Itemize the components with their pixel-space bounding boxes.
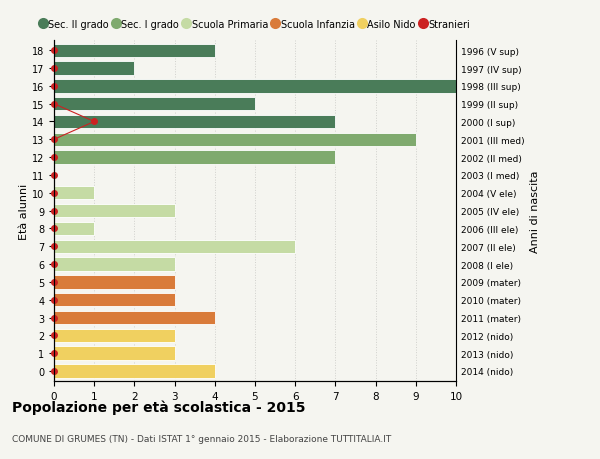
Y-axis label: Anni di nascita: Anni di nascita (530, 170, 540, 252)
Bar (54, 116, 335, 129)
Bar (54, 258, 175, 271)
Point (49, 225, 59, 233)
Point (49, 261, 59, 268)
Point (49, 154, 59, 162)
Point (49, 350, 59, 357)
Point (49, 368, 59, 375)
Y-axis label: Età alunni: Età alunni (19, 183, 29, 239)
Point (49, 207, 59, 215)
Legend: Sec. II grado, Sec. I grado, Scuola Primaria, Scuola Infanzia, Asilo Nido, Stran: Sec. II grado, Sec. I grado, Scuola Prim… (40, 20, 470, 30)
Point (49, 190, 59, 197)
Bar (54, 187, 94, 200)
Bar (54, 45, 215, 58)
Point (49, 314, 59, 321)
Text: COMUNE DI GRUMES (TN) - Dati ISTAT 1° gennaio 2015 - Elaborazione TUTTITALIA.IT: COMUNE DI GRUMES (TN) - Dati ISTAT 1° ge… (12, 434, 391, 443)
Point (49, 101, 59, 108)
Point (49, 47, 59, 55)
Point (49, 297, 59, 304)
Bar (54, 275, 175, 289)
Point (49, 65, 59, 73)
Point (89, 118, 99, 126)
Bar (54, 364, 215, 378)
Point (49, 136, 59, 144)
Bar (54, 151, 335, 164)
Point (49, 332, 59, 339)
Bar (54, 62, 134, 76)
Bar (54, 133, 416, 147)
Point (49, 279, 59, 286)
Bar (54, 98, 255, 111)
Bar (54, 347, 175, 360)
Bar (54, 329, 175, 342)
Point (49, 83, 59, 90)
Point (49, 172, 59, 179)
Point (49, 243, 59, 250)
Bar (54, 80, 456, 93)
Bar (54, 222, 94, 235)
Bar (54, 204, 175, 218)
Bar (54, 311, 215, 325)
Text: Popolazione per età scolastica - 2015: Popolazione per età scolastica - 2015 (12, 399, 305, 414)
Bar (54, 240, 295, 253)
Bar (54, 293, 175, 307)
